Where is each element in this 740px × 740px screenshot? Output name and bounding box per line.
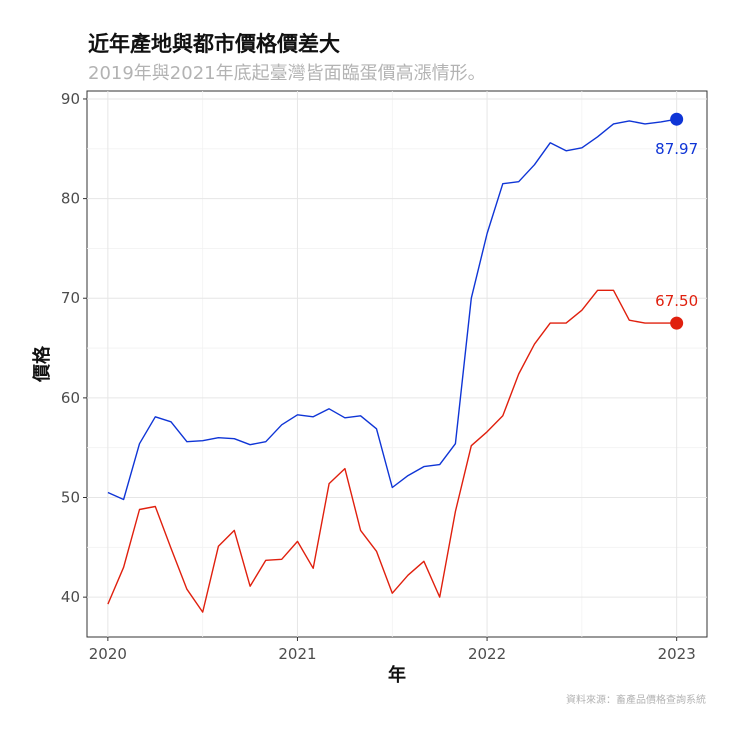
- x-tick-label: 2021: [278, 645, 316, 663]
- source-caption: 資料來源：畜產品價格查詢系統: [566, 693, 706, 706]
- y-tick-label: 70: [61, 289, 80, 307]
- x-axis: 2020 2021 2022 2023: [89, 637, 696, 663]
- chart-subtitle: 2019年與2021年底起臺灣皆面臨蛋價高漲情形。: [88, 63, 486, 84]
- x-tick-label: 2022: [468, 645, 506, 663]
- y-tick-label: 90: [61, 90, 80, 108]
- major-gridlines: [87, 91, 707, 637]
- y-tick-label: 40: [61, 588, 80, 606]
- y-tick-label: 80: [61, 190, 80, 208]
- series-line-1: [107, 118, 677, 501]
- y-axis-title: 價格: [31, 345, 53, 383]
- series-lines: [107, 118, 677, 613]
- end-points: 87.97 67.50: [655, 112, 698, 330]
- end-label-2: 67.50: [655, 292, 698, 310]
- minor-gridlines: [87, 91, 707, 637]
- y-tick-label: 50: [61, 489, 80, 507]
- x-tick-label: 2023: [658, 645, 696, 663]
- x-axis-title: 年: [388, 664, 406, 686]
- chart-title: 近年產地與都市價格價差大: [88, 32, 340, 56]
- x-tick-label: 2020: [89, 645, 127, 663]
- plot-panel: [86, 90, 708, 638]
- y-axis: 40 50 60 70 80 90: [61, 90, 87, 606]
- end-label-1: 87.97: [655, 140, 698, 158]
- y-tick-label: 60: [61, 389, 80, 407]
- series-line-2: [107, 289, 677, 613]
- end-point-2: [670, 316, 684, 330]
- end-point-1: [670, 112, 684, 126]
